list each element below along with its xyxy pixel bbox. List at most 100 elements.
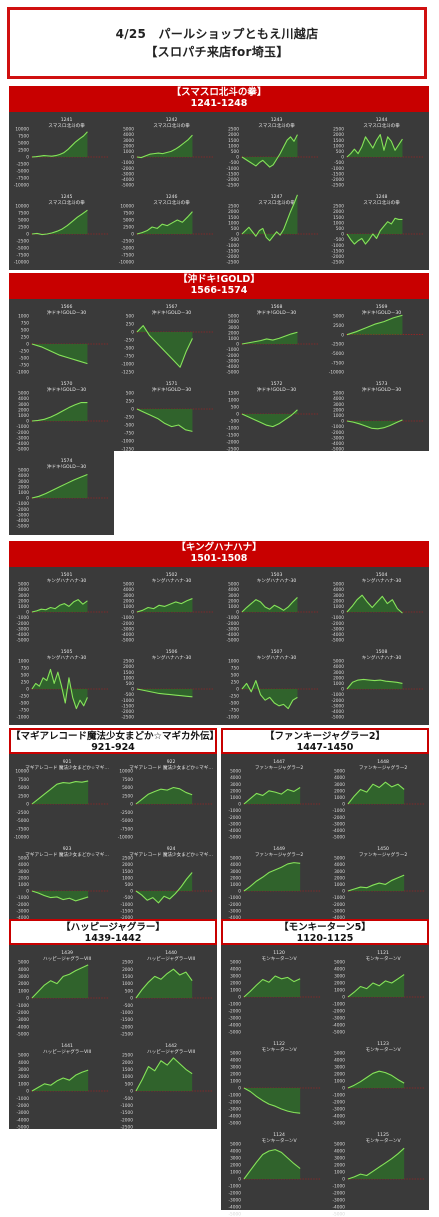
y-tick-label: -5000 [17,246,30,252]
y-tick-label: 3000 [333,670,344,676]
chart-title: 1120 [273,950,285,956]
chart-subtitle: モンキーターンV [366,1137,402,1144]
y-tick-label: -3000 [17,626,30,632]
y-tick-label: 0 [238,995,241,1001]
y-tick-label: 2000 [18,981,29,987]
y-tick-label: 1500 [228,391,239,397]
chart-happy-1441: 1441 ハッピージャグラーVIII 5000 4000 3000 2000 1000 0 -1… [11,1041,113,1131]
y-tick-label: -4000 [227,632,240,638]
y-tick-label: 2000 [228,132,239,138]
section-title: 【モンキーターン5】 [279,922,371,933]
y-tick-label: 5000 [123,582,134,588]
y-tick-label: -1000 [17,715,30,721]
chart-hanahana-1506: 1506 キングハナハナ-30 2500 2000 1500 1000 500 0 -500 -1… [116,647,217,721]
chart-title: 1508 [376,649,388,655]
y-tick-label: -3000 [17,908,30,914]
y-tick-label: -2500 [17,810,30,816]
y-tick-label: -5000 [17,1125,30,1131]
y-tick-label: 2500 [18,148,29,154]
y-tick-label: 3000 [230,782,241,788]
y-tick-label: 3000 [334,1065,345,1071]
chart-subtitle: ハッピージャグラーVIII [43,1048,91,1055]
y-tick-label: 2000 [230,1072,241,1078]
y-tick-label: 0 [26,419,29,425]
y-tick-label: 1000 [18,490,29,496]
y-tick-label: 5000 [230,1142,241,1148]
y-tick-label: -750 [19,708,29,714]
series-area [32,1070,89,1091]
y-tick-label: -5000 [333,1212,346,1217]
chart-magireco-923: 923 マギアレコード 魔法少女まどか☆マギ… 5000 4000 3000 2000 10… [11,844,113,928]
chart-subtitle: スマスロ北斗の拳 [153,199,190,206]
y-tick-label: 4000 [228,587,239,593]
chart-okidoki-1568: 1568 沖ドキ!GOLD－30 5000 4000 3000 2000 1000 0 -100… [221,302,322,376]
y-tick-label: -4000 [229,1205,242,1211]
y-tick-label: -500 [334,160,344,166]
series-line [136,408,193,432]
y-tick-label: -1500 [332,248,345,254]
y-tick-label: -250 [229,694,239,700]
y-tick-label: 3000 [18,479,29,485]
y-tick-label: -1250 [122,447,135,453]
y-tick-label: -4000 [332,709,345,715]
y-tick-label: 1500 [122,974,133,980]
y-tick-label: -2000 [227,353,240,359]
series-area [136,872,193,903]
chart-title: 924 [167,846,176,852]
y-tick-label: 4000 [18,1060,29,1066]
y-tick-label: -1000 [229,895,242,901]
y-tick-label: 1000 [228,659,239,665]
y-tick-label: -2000 [229,902,242,908]
y-tick-label: 5000 [18,582,29,588]
y-tick-label: -5000 [229,1212,242,1217]
section-panel-magireco [9,754,217,926]
section-title: 【沖ドキ!GOLD】 [178,274,260,285]
y-tick-label: -3000 [229,1107,242,1113]
chart-okidoki-1567: 1567 沖ドキ!GOLD－30 500 250 0 -250 -500 -750 -1000 -… [116,302,217,376]
y-tick-label: 0 [26,610,29,616]
y-tick-label: 3000 [334,1156,345,1162]
y-tick-label: 1000 [333,220,344,226]
y-tick-label: -3000 [229,1016,242,1022]
y-tick-label: 250 [126,322,134,328]
y-tick-label: 4000 [123,587,134,593]
y-tick-label: -1500 [332,171,345,177]
y-tick-label: 3000 [333,593,344,599]
chart-subtitle: キングハナハナ-30 [47,577,87,584]
series-line [135,786,193,805]
y-tick-label: -1000 [17,1096,30,1102]
y-tick-label: 0 [26,996,29,1002]
header-subtitle: 【スロパチ来店for埼玉】 [145,45,289,59]
y-tick-label: -4000 [332,441,345,447]
y-tick-label: 5000 [18,960,29,966]
section-banner-hanahana: 【キングハナハナ】 1501-1508 [9,541,429,567]
y-tick-label: 5000 [228,314,239,320]
y-tick-label: -3000 [332,703,345,709]
chart-monkey-1125: 1125 モンキーターンV 5000 4000 3000 2000 1000 0 -1000 -2… [327,1130,429,1217]
y-tick-label: 4000 [230,967,241,973]
y-tick-label: 0 [236,155,239,161]
y-tick-label: 1500 [228,138,239,144]
y-tick-label: -3000 [17,1110,30,1116]
series-line [31,780,89,805]
y-tick-label: 1000 [228,220,239,226]
y-tick-label: -10000 [329,370,344,376]
chart-title: 1507 [271,649,283,655]
y-tick-label: -10000 [14,835,29,841]
chart-subtitle: モンキーターンV [366,955,402,962]
series-area [137,325,193,368]
y-tick-label: -500 [124,692,134,698]
y-tick-label: -2000 [227,440,240,446]
series-line [243,862,301,892]
chart-okidoki-1572: 1572 沖ドキ!GOLD－30 1500 1000 500 0 -500 -1000 -150… [221,379,322,453]
y-tick-label: 3000 [333,402,344,408]
y-tick-label: -5000 [122,638,135,644]
series-line [136,134,193,159]
y-tick-label: 4000 [18,587,29,593]
y-tick-label: 2500 [333,127,344,133]
